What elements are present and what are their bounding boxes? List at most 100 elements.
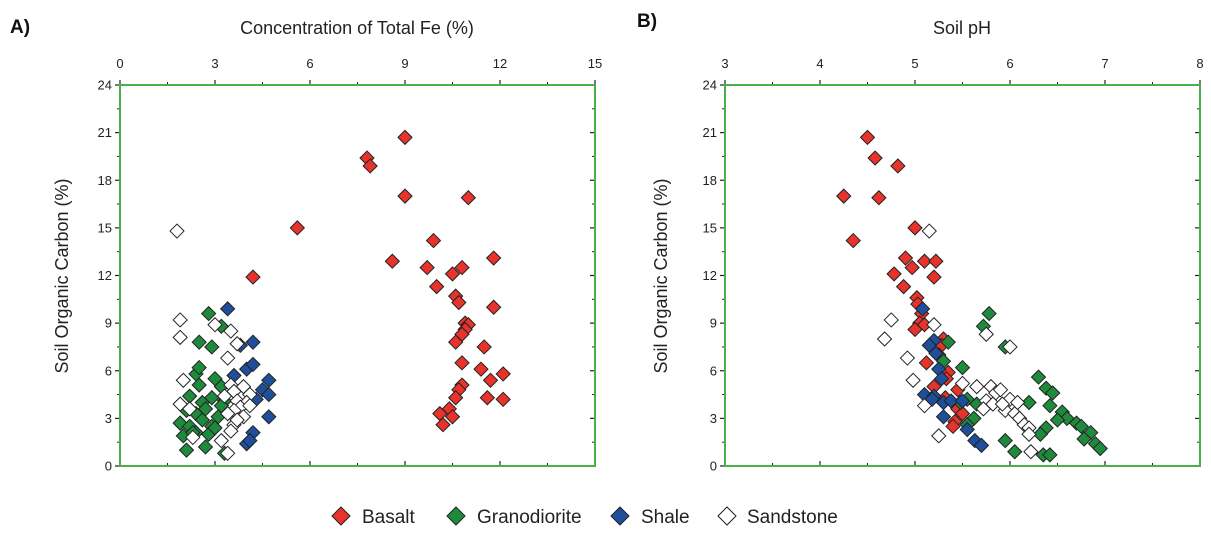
panel-b-point-sandstone [883,312,899,328]
panel-b-point-shale [973,437,990,454]
panel-a-point-sandstone [185,429,201,446]
panel-a-point-sandstone [172,329,188,346]
panel-b-point-sandstone [926,317,942,333]
panel-a-x-tick-label: 15 [588,56,602,71]
panel-a-point-sandstone [216,388,233,404]
panel-a-point-basalt [482,372,499,388]
panel-a-point-basalt [485,250,502,266]
panel-a-point-granodiorite [181,388,198,404]
panel-a-y-tick-label: 9 [105,316,112,331]
panel-a-y-tick-label: 21 [98,125,112,140]
legend-label-basalt: Basalt [362,507,416,528]
panel-a-point-basalt [435,417,451,433]
panel-a-point-sandstone [229,412,245,428]
panel-b-point-sandstone [975,401,992,417]
panel-b-point-granodiorite [1007,444,1023,460]
panel-b-point-sandstone [1021,426,1037,442]
panel-a-x-axis-title: Concentration of Total Fe (%) [240,18,474,38]
panel-a-point-sandstone [213,432,230,449]
panel-a-point-basalt [476,339,492,355]
panel-b-point-granodiorite [1092,440,1108,457]
panel-a-point-basalt [425,232,442,249]
panel-b-point-shale [954,393,971,409]
panel-b-point-basalt [871,190,887,206]
panel-b-point-basalt [859,129,876,146]
panel-a-point-sandstone [219,350,236,366]
panel-b-point-shale [914,301,931,317]
panel-a-point-granodiorite [194,412,211,428]
panel-a-x-tick-label: 12 [493,56,507,71]
panel-a-point-sandstone [242,397,258,414]
panel-a-point-shale [261,386,277,403]
panel-b-x-tick-label: 3 [721,56,728,71]
panel-a-point-granodiorite [178,442,195,458]
panel-a-y-tick-label: 24 [98,78,112,93]
panel-a-point-basalt [384,253,401,269]
legend-marker-shale [610,506,630,526]
panel-a-point-granodiorite [191,377,207,393]
panel-a-point-granodiorite [200,305,217,322]
panel-a-point-shale [219,301,236,317]
panel-a-point-sandstone [175,372,192,388]
panel-b-point-basalt [867,150,883,166]
panel-a-point-basalt [479,390,496,406]
panel-a-point-granodiorite [207,420,223,436]
panel-b-plot-frame [724,84,1201,467]
panel-b-point-sandstone [994,396,1011,412]
panel-b-x-tick-label: 4 [816,56,823,71]
panel-b-points [836,129,1108,463]
legend: Basalt Granodiorite Shale Sandstone [331,506,838,528]
panel-a-point-basalt [444,266,461,282]
panel-b-x-tick-label: 5 [911,56,918,71]
panel-b-point-sandstone [992,382,1009,398]
panel-a-point-sandstone [219,405,236,422]
panel-b-y-tick-label: 0 [710,459,717,474]
panel-a-x-tick-label: 3 [211,56,218,71]
panel-a-point-basalt [428,278,445,295]
panel-b-y-tick-label: 12 [703,268,717,283]
panel-b-label: B) [637,11,657,32]
panel-a-y-tick-label: 6 [105,363,112,378]
panel-a-point-basalt [444,409,461,425]
panel-a-y-tick-label: 0 [105,459,112,474]
panel-b-point-shale [931,361,947,377]
panel-a-points [169,129,511,462]
panel-b-point-granodiorite [1030,369,1047,385]
panel-a-point-sandstone [172,312,188,328]
panel-a-point-basalt [473,361,489,377]
panel-b-point-granodiorite [1076,431,1092,447]
legend-marker-basalt [331,506,351,526]
panel-b-y-tick-label: 3 [710,411,717,426]
panel-a-point-granodiorite [197,439,214,455]
legend-label-shale: Shale [641,507,690,528]
panel-b-y-tick-label: 6 [710,363,717,378]
legend-marker-sandstone [717,506,737,526]
panel-a-x-tick-label: 0 [116,56,123,71]
panel-a-point-basalt [454,355,470,371]
panel-a-point-basalt [460,190,477,206]
panel-a-y-tick-label: 3 [105,411,112,426]
panel-b-point-basalt [895,278,912,295]
panel-b-point-basalt [886,266,902,282]
panel-a-point-basalt [397,129,413,146]
panel-b-point-shale [935,409,952,425]
panel-b-point-sandstone [978,326,994,342]
panel-a-point-basalt [495,391,511,408]
panel-b-y-tick-label: 9 [710,316,717,331]
panel-b-point-basalt [945,418,961,435]
panel-a-plot-frame [119,84,596,467]
legend-label-granodiorite: Granodiorite [477,507,582,528]
panel-b-point-granodiorite [1021,394,1037,411]
panel-b-point-granodiorite [1045,385,1061,401]
panel-b-point-granodiorite [1042,447,1058,463]
panel-a-point-basalt [451,294,467,311]
panel-b-point-sandstone [969,378,985,395]
panel-b-point-granodiorite [1032,426,1049,442]
panel-a-point-shale [261,409,277,425]
panel-a-point-basalt [485,299,502,315]
panel-a-point-shale [242,432,258,449]
panel-a-point-basalt [397,188,413,204]
panel-a-y-tick-label: 15 [98,220,112,235]
panel-a-point-sandstone [181,401,198,417]
panel-b-point-sandstone [921,223,937,239]
